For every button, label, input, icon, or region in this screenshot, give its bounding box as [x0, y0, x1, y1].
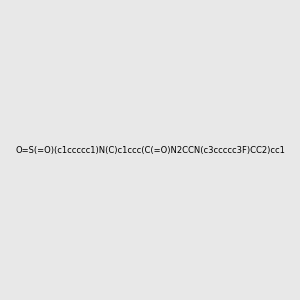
Text: O=S(=O)(c1ccccc1)N(C)c1ccc(C(=O)N2CCN(c3ccccc3F)CC2)cc1: O=S(=O)(c1ccccc1)N(C)c1ccc(C(=O)N2CCN(c3…: [15, 146, 285, 154]
